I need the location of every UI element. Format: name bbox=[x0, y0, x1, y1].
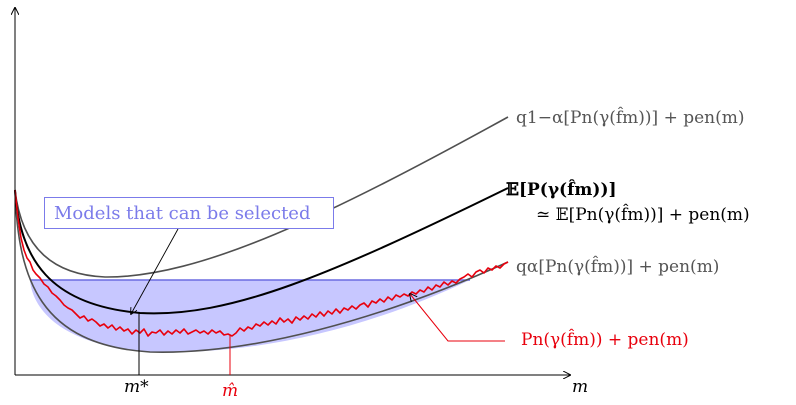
box-arrow bbox=[131, 228, 179, 314]
upper-quantile-curve bbox=[14, 116, 509, 278]
expected-empirical-label: ≃ 𝔼[Pn(γ(f̂m))] + pen(m) bbox=[536, 205, 750, 225]
m-hat-label: m̂ bbox=[222, 381, 239, 401]
upper-quantile-label: q1−α[Pn(γ(f̂m))] + pen(m) bbox=[516, 108, 745, 128]
lower-quantile-label: qα[Pn(γ(f̂m))] + pen(m) bbox=[516, 257, 720, 277]
m-star-label: m* bbox=[124, 377, 149, 397]
expected-risk-curve bbox=[14, 187, 509, 315]
empirical-criterion-curve bbox=[14, 189, 509, 337]
lower-quantile-curve bbox=[14, 189, 509, 353]
empirical-label-pointer bbox=[410, 294, 505, 342]
empirical-criterion-label: Pn(γ(f̂m)) + pen(m) bbox=[521, 330, 689, 350]
selectable-models-box: Models that can be selected bbox=[44, 197, 334, 229]
x-axis-label: m bbox=[572, 377, 589, 397]
expected-risk-label: 𝔼[P(γ(f̂m))] bbox=[506, 180, 617, 200]
selectable-models-label: Models that can be selected bbox=[54, 203, 311, 224]
